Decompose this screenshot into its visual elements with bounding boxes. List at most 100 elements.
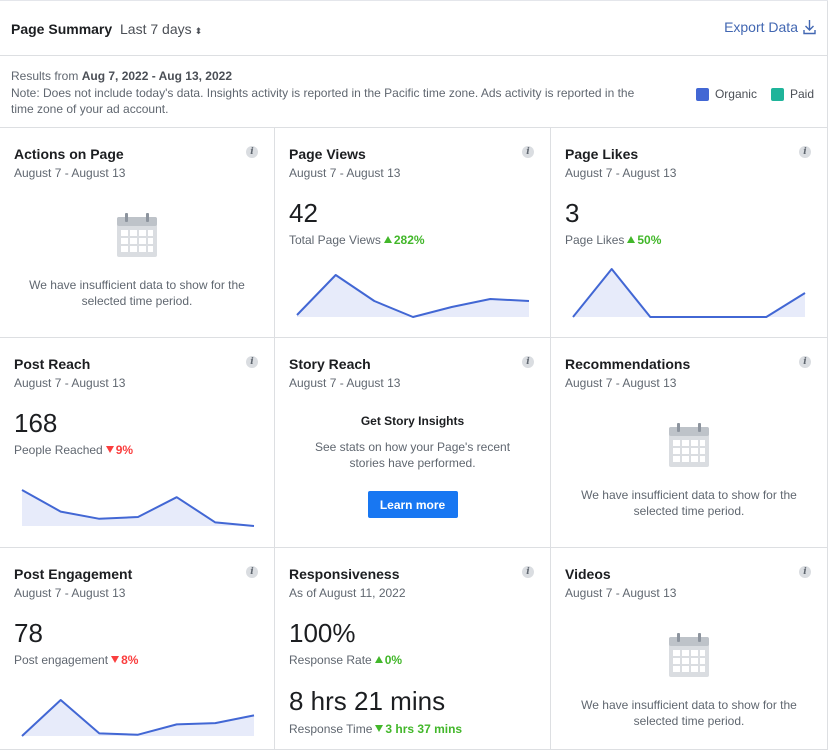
response-rate-row: Response Rate 0% bbox=[289, 653, 402, 667]
card-subtitle: August 7 - August 13 bbox=[14, 586, 126, 600]
calendar-icon bbox=[669, 423, 709, 467]
card-story-reach[interactable]: Story Reach August 7 - August 13 i Get S… bbox=[275, 338, 551, 548]
sparkline-area bbox=[573, 269, 805, 317]
story-insights-heading: Get Story Insights bbox=[360, 414, 465, 428]
page-likes-sparkline bbox=[572, 268, 806, 318]
card-title: Videos bbox=[565, 566, 611, 582]
metric-change: 282% bbox=[393, 233, 425, 247]
page-views-sparkline bbox=[296, 274, 530, 318]
metric-value: 168 bbox=[14, 408, 58, 438]
card-responsiveness[interactable]: Responsiveness As of August 11, 2022 i 1… bbox=[275, 548, 551, 750]
disclaimer-text: Note: Does not include today's data. Ins… bbox=[11, 86, 635, 116]
info-icon[interactable]: i bbox=[246, 356, 258, 368]
export-data-button[interactable]: Export Data bbox=[724, 19, 816, 35]
metric-change: 0% bbox=[384, 653, 403, 667]
sparkline-line bbox=[21, 489, 255, 527]
info-icon[interactable]: i bbox=[246, 146, 258, 158]
card-title: Actions on Page bbox=[14, 146, 124, 162]
empty-message: We have insufficient data to show for th… bbox=[581, 698, 797, 728]
metric-label: People Reached bbox=[14, 443, 103, 457]
card-post-engagement[interactable]: Post Engagement August 7 - August 13 i 7… bbox=[0, 548, 275, 750]
metric-change: 9% bbox=[115, 443, 134, 457]
metric-value: 78 bbox=[14, 618, 43, 648]
page-title: Page Summary bbox=[11, 21, 113, 37]
story-insights-text: See stats on how your Page's recent stor… bbox=[314, 440, 511, 470]
card-title: Responsiveness bbox=[289, 566, 400, 582]
card-videos[interactable]: Videos August 7 - August 13 i We have in… bbox=[551, 548, 828, 750]
metric-row: Post engagement 8% bbox=[14, 653, 138, 667]
organic-label: Organic bbox=[714, 87, 757, 101]
metric-row: People Reached 9% bbox=[14, 443, 133, 457]
card-subtitle: August 7 - August 13 bbox=[14, 166, 126, 180]
card-subtitle: August 7 - August 13 bbox=[565, 166, 677, 180]
card-post-reach[interactable]: Post Reach August 7 - August 13 i 168 Pe… bbox=[0, 338, 275, 548]
sparkline-line bbox=[21, 699, 255, 737]
response-time-value: 8 hrs 21 mins bbox=[289, 686, 446, 716]
info-icon[interactable]: i bbox=[799, 566, 811, 578]
trend-up-icon bbox=[383, 236, 392, 243]
sparkline-area bbox=[22, 490, 254, 526]
paid-swatch bbox=[770, 87, 784, 101]
trend-down-icon bbox=[375, 725, 384, 732]
learn-more-button[interactable]: Learn more bbox=[367, 491, 458, 518]
card-subtitle: August 7 - August 13 bbox=[289, 376, 401, 390]
sparkline-line bbox=[296, 274, 530, 318]
date-range-selector[interactable]: Last 7 days ⬍ bbox=[120, 21, 202, 37]
calendar-icon bbox=[117, 213, 157, 257]
card-title: Page Likes bbox=[565, 146, 639, 162]
metric-row: Page Likes 50% bbox=[565, 233, 661, 247]
info-icon[interactable]: i bbox=[522, 356, 534, 368]
card-subtitle: August 7 - August 13 bbox=[565, 376, 677, 390]
empty-message: We have insufficient data to show for th… bbox=[581, 488, 797, 518]
card-title: Post Reach bbox=[14, 356, 91, 372]
paid-label: Paid bbox=[789, 87, 814, 101]
metric-value: 3 bbox=[565, 198, 580, 228]
info-icon[interactable]: i bbox=[799, 146, 811, 158]
card-page-likes[interactable]: Page Likes August 7 - August 13 i 3 Page… bbox=[551, 128, 828, 338]
empty-message: We have insufficient data to show for th… bbox=[29, 278, 245, 308]
trend-up-icon bbox=[627, 236, 636, 243]
metric-label: Post engagement bbox=[14, 653, 109, 667]
card-subtitle: August 7 - August 13 bbox=[14, 376, 126, 390]
response-rate-value: 100% bbox=[289, 618, 356, 648]
metric-change: 50% bbox=[637, 233, 662, 247]
card-actions-on-page[interactable]: Actions on Page August 7 - August 13 i W… bbox=[0, 128, 275, 338]
card-title: Story Reach bbox=[289, 356, 371, 372]
trend-up-icon bbox=[374, 656, 383, 663]
download-icon bbox=[803, 20, 816, 35]
card-subtitle: August 7 - August 13 bbox=[289, 166, 401, 180]
results-range: Aug 7, 2022 - Aug 13, 2022 bbox=[81, 69, 232, 83]
results-prefix: Results from bbox=[11, 69, 79, 83]
metric-value: 42 bbox=[289, 198, 318, 228]
info-icon[interactable]: i bbox=[522, 566, 534, 578]
post-reach-sparkline bbox=[21, 489, 255, 527]
results-range-text: Results from Aug 7, 2022 - Aug 13, 2022 bbox=[11, 69, 232, 83]
info-icon[interactable]: i bbox=[799, 356, 811, 368]
legend: Organic Paid bbox=[682, 87, 814, 101]
metric-label: Page Likes bbox=[565, 233, 625, 247]
response-time-row: Response Time 3 hrs 37 mins bbox=[289, 722, 462, 736]
results-note: Results from Aug 7, 2022 - Aug 13, 2022 … bbox=[0, 56, 828, 128]
card-recommendations[interactable]: Recommendations August 7 - August 13 i W… bbox=[551, 338, 828, 548]
card-title: Recommendations bbox=[565, 356, 691, 372]
metric-change: 8% bbox=[121, 653, 139, 667]
legend-paid: Paid bbox=[770, 87, 814, 101]
card-page-views[interactable]: Page Views August 7 - August 13 i 42 Tot… bbox=[275, 128, 551, 338]
calendar-icon bbox=[669, 633, 709, 677]
sparkline-area bbox=[297, 275, 529, 317]
sparkline-line bbox=[572, 268, 806, 318]
card-title: Post Engagement bbox=[14, 566, 133, 582]
date-range-label: Last 7 days bbox=[120, 21, 192, 37]
organic-swatch bbox=[695, 87, 709, 101]
metric-label: Response Rate bbox=[289, 653, 372, 667]
info-icon[interactable]: i bbox=[522, 146, 534, 158]
metric-label: Total Page Views bbox=[289, 233, 381, 247]
sort-caret-icon: ⬍ bbox=[194, 26, 203, 36]
card-subtitle: As of August 11, 2022 bbox=[289, 586, 406, 600]
info-icon[interactable]: i bbox=[246, 566, 258, 578]
summary-header: Page Summary Last 7 days ⬍ Export Data bbox=[0, 0, 828, 56]
trend-down-icon bbox=[105, 446, 114, 453]
insights-grid: Actions on Page August 7 - August 13 i W… bbox=[0, 128, 828, 750]
legend-organic: Organic bbox=[695, 87, 757, 101]
